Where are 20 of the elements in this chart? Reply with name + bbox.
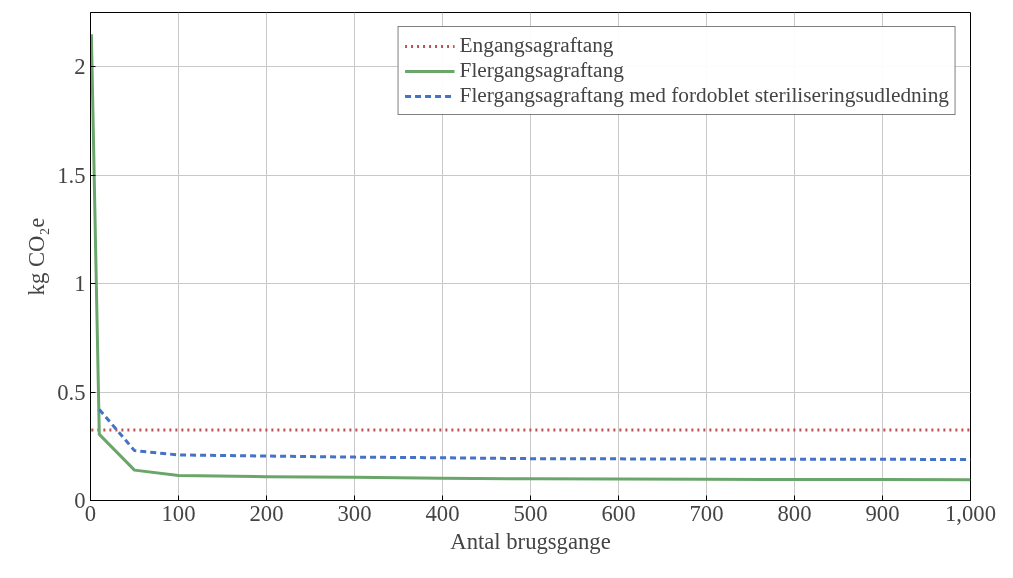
x-tick-label: 400 [425, 500, 460, 526]
y-tick-label: 0.5 [57, 379, 86, 405]
x-tick-label: 100 [161, 500, 196, 526]
y-tick-label: 1.5 [57, 162, 86, 188]
x-tick-label: 800 [777, 500, 812, 526]
x-tick-label: 700 [689, 500, 724, 526]
x-tick-label: 500 [513, 500, 548, 526]
line-series [90, 32, 971, 482]
y-tick-label: 2 [74, 54, 86, 80]
x-tick-label: 1,000 [945, 500, 996, 526]
y-axis-title: kg CO₂e [24, 217, 50, 296]
legend-label: Flergangsagraftang [459, 58, 624, 83]
x-tick-label: 900 [865, 500, 900, 526]
legend-label: Flergangsagraftang med fordoblet steriliseringsudledning [459, 83, 949, 108]
legend-label: Engangsagraftang [459, 33, 614, 58]
x-tick-label: 300 [337, 500, 372, 526]
y-tick-label: 1 [74, 271, 86, 297]
x-tick-label: 600 [601, 500, 636, 526]
x-tick-label: 200 [249, 500, 284, 526]
x-axis-title: Antal brugsgange [450, 528, 611, 554]
